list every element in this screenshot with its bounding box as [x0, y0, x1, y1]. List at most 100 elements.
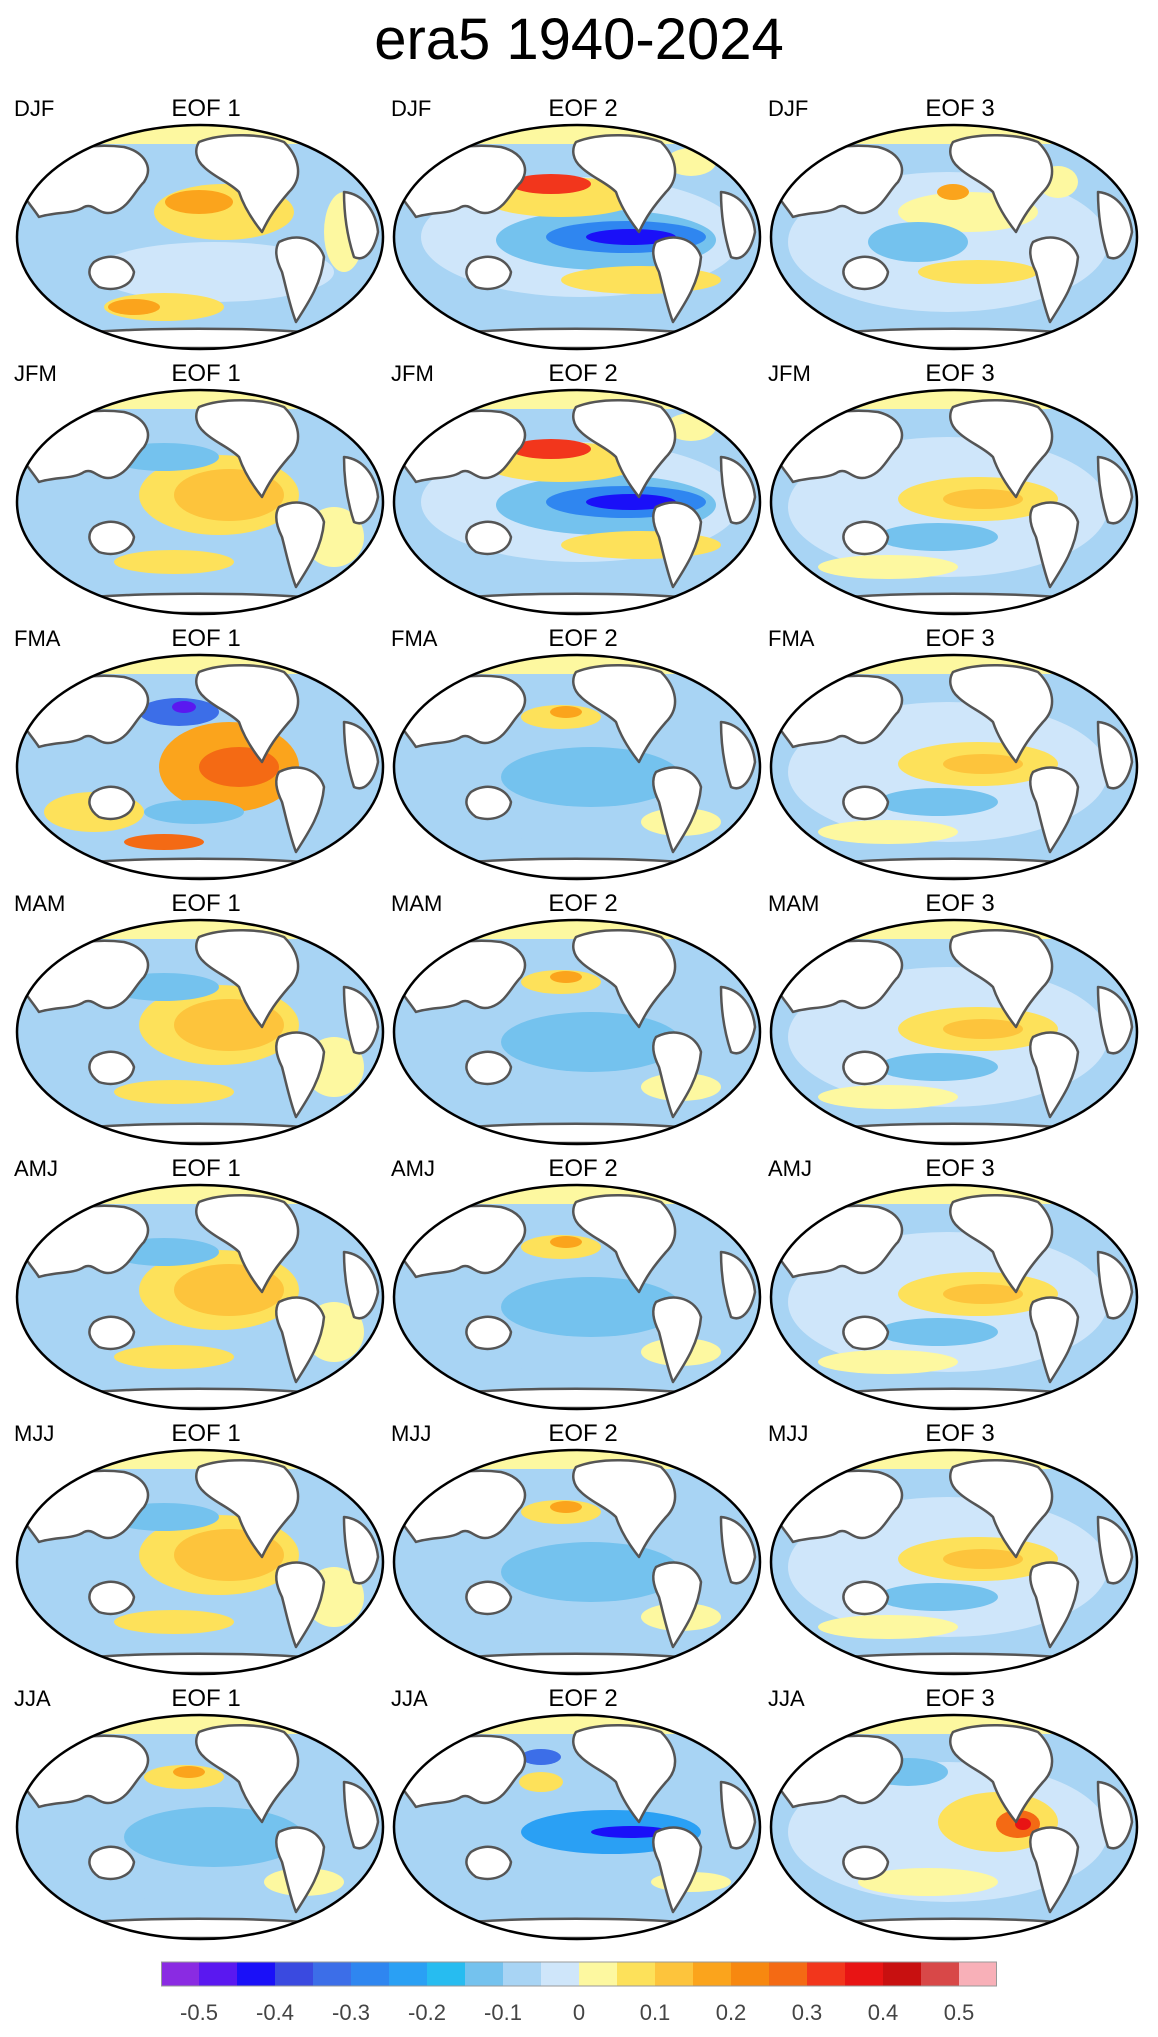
map-panel: FMA EOF 2 — [383, 626, 763, 884]
eof-label: EOF 3 — [925, 625, 995, 652]
colorbar-tick-label: 0.4 — [867, 2000, 899, 2025]
eof-label: EOF 1 — [171, 1155, 241, 1182]
season-label: MJJ — [768, 1421, 809, 1446]
colorbar-swatch — [807, 1962, 846, 1986]
globe-map — [769, 123, 1139, 351]
eof-label: EOF 3 — [925, 1685, 995, 1712]
eof-label: EOF 3 — [925, 360, 995, 387]
colorbar-swatch — [503, 1962, 542, 1986]
eof-label: EOF 1 — [171, 360, 241, 387]
map-panel: FMA EOF 3 — [760, 626, 1140, 884]
map-panel: AMJ EOF 3 — [760, 1156, 1140, 1414]
season-label: MJJ — [14, 1421, 55, 1446]
map-panel: MAM EOF 2 — [383, 891, 763, 1149]
globe-map — [15, 653, 385, 881]
eof-label: EOF 2 — [548, 890, 618, 917]
colorbar-swatch — [199, 1962, 238, 1986]
globe-map — [392, 653, 762, 881]
season-label: MAM — [768, 891, 820, 916]
season-label: JJA — [768, 1686, 805, 1711]
colorbar-swatch — [465, 1962, 504, 1986]
colorbar-swatch — [883, 1962, 922, 1986]
eof-label: EOF 1 — [171, 1420, 241, 1447]
colorbar-tick-label: 0.1 — [639, 2000, 671, 2025]
map-panel: JJA EOF 3 — [760, 1686, 1140, 1944]
season-label: JJA — [14, 1686, 51, 1711]
season-label: JFM — [768, 361, 811, 386]
map-panel: AMJ EOF 2 — [383, 1156, 763, 1414]
colorbar-swatch — [389, 1962, 428, 1986]
colorbar-swatch — [351, 1962, 390, 1986]
globe-map — [769, 653, 1139, 881]
globe-map — [392, 1713, 762, 1941]
season-label: AMJ — [768, 1156, 812, 1181]
globe-map — [769, 1713, 1139, 1941]
globe-map — [15, 1183, 385, 1411]
colorbar-tick-label: -0.2 — [408, 2000, 446, 2025]
colorbar-swatch — [921, 1962, 960, 1986]
colorbar-swatch — [427, 1962, 466, 1986]
globe-map — [392, 388, 762, 616]
colorbar-swatch — [693, 1962, 732, 1986]
colorbar-tick-label: -0.4 — [256, 2000, 294, 2025]
globe-map — [392, 123, 762, 351]
map-panel: MJJ EOF 2 — [383, 1421, 763, 1679]
season-label: FMA — [768, 626, 815, 651]
eof-label: EOF 2 — [548, 360, 618, 387]
globe-map — [15, 918, 385, 1146]
season-label: AMJ — [391, 1156, 435, 1181]
season-label: JFM — [391, 361, 434, 386]
globe-map — [15, 388, 385, 616]
colorbar-swatch — [769, 1962, 808, 1986]
eof-label: EOF 2 — [548, 1685, 618, 1712]
colorbar-swatch — [275, 1962, 314, 1986]
colorbar-tick-label: -0.1 — [484, 2000, 522, 2025]
colorbar-swatch — [731, 1962, 770, 1986]
map-panel: JJA EOF 1 — [6, 1686, 386, 1944]
map-panel: MJJ EOF 3 — [760, 1421, 1140, 1679]
figure-title: era5 1940-2024 — [374, 7, 784, 72]
map-panel: JFM EOF 3 — [760, 361, 1140, 619]
colorbar-tick-label: 0.2 — [715, 2000, 747, 2025]
season-label: DJF — [14, 96, 55, 121]
eof-label: EOF 1 — [171, 95, 241, 122]
globe-map — [769, 1448, 1139, 1676]
colorbar — [161, 1961, 997, 1987]
colorbar-swatch — [541, 1962, 580, 1986]
season-label: MJJ — [391, 1421, 432, 1446]
colorbar-swatch — [161, 1962, 200, 1986]
eof-label: EOF 2 — [548, 1155, 618, 1182]
map-panel: MAM EOF 1 — [6, 891, 386, 1149]
eof-label: EOF 1 — [171, 1685, 241, 1712]
map-panel: DJF EOF 2 — [383, 96, 763, 354]
globe-map — [392, 918, 762, 1146]
eof-label: EOF 2 — [548, 625, 618, 652]
season-label: FMA — [14, 626, 61, 651]
season-label: MAM — [14, 891, 66, 916]
season-label: FMA — [391, 626, 438, 651]
eof-label: EOF 1 — [171, 625, 241, 652]
map-panel: MJJ EOF 1 — [6, 1421, 386, 1679]
eof-label: EOF 1 — [171, 890, 241, 917]
globe-map — [769, 1183, 1139, 1411]
colorbar-tick-label: 0 — [572, 2000, 586, 2025]
colorbar-swatch — [617, 1962, 656, 1986]
colorbar-swatch — [579, 1962, 618, 1986]
colorbar-tick-label: -0.3 — [332, 2000, 370, 2025]
eof-label: EOF 2 — [548, 95, 618, 122]
map-panel: JFM EOF 2 — [383, 361, 763, 619]
globe-map — [769, 918, 1139, 1146]
season-label: AMJ — [14, 1156, 58, 1181]
globe-map — [15, 1448, 385, 1676]
colorbar-swatch — [237, 1962, 276, 1986]
map-panel: MAM EOF 3 — [760, 891, 1140, 1149]
map-panel: FMA EOF 1 — [6, 626, 386, 884]
globe-map — [769, 388, 1139, 616]
colorbar-swatch — [313, 1962, 352, 1986]
map-panel: DJF EOF 1 — [6, 96, 386, 354]
globe-map — [392, 1448, 762, 1676]
map-panel: JJA EOF 2 — [383, 1686, 763, 1944]
season-label: MAM — [391, 891, 443, 916]
globe-map — [15, 1713, 385, 1941]
eof-label: EOF 3 — [925, 1420, 995, 1447]
